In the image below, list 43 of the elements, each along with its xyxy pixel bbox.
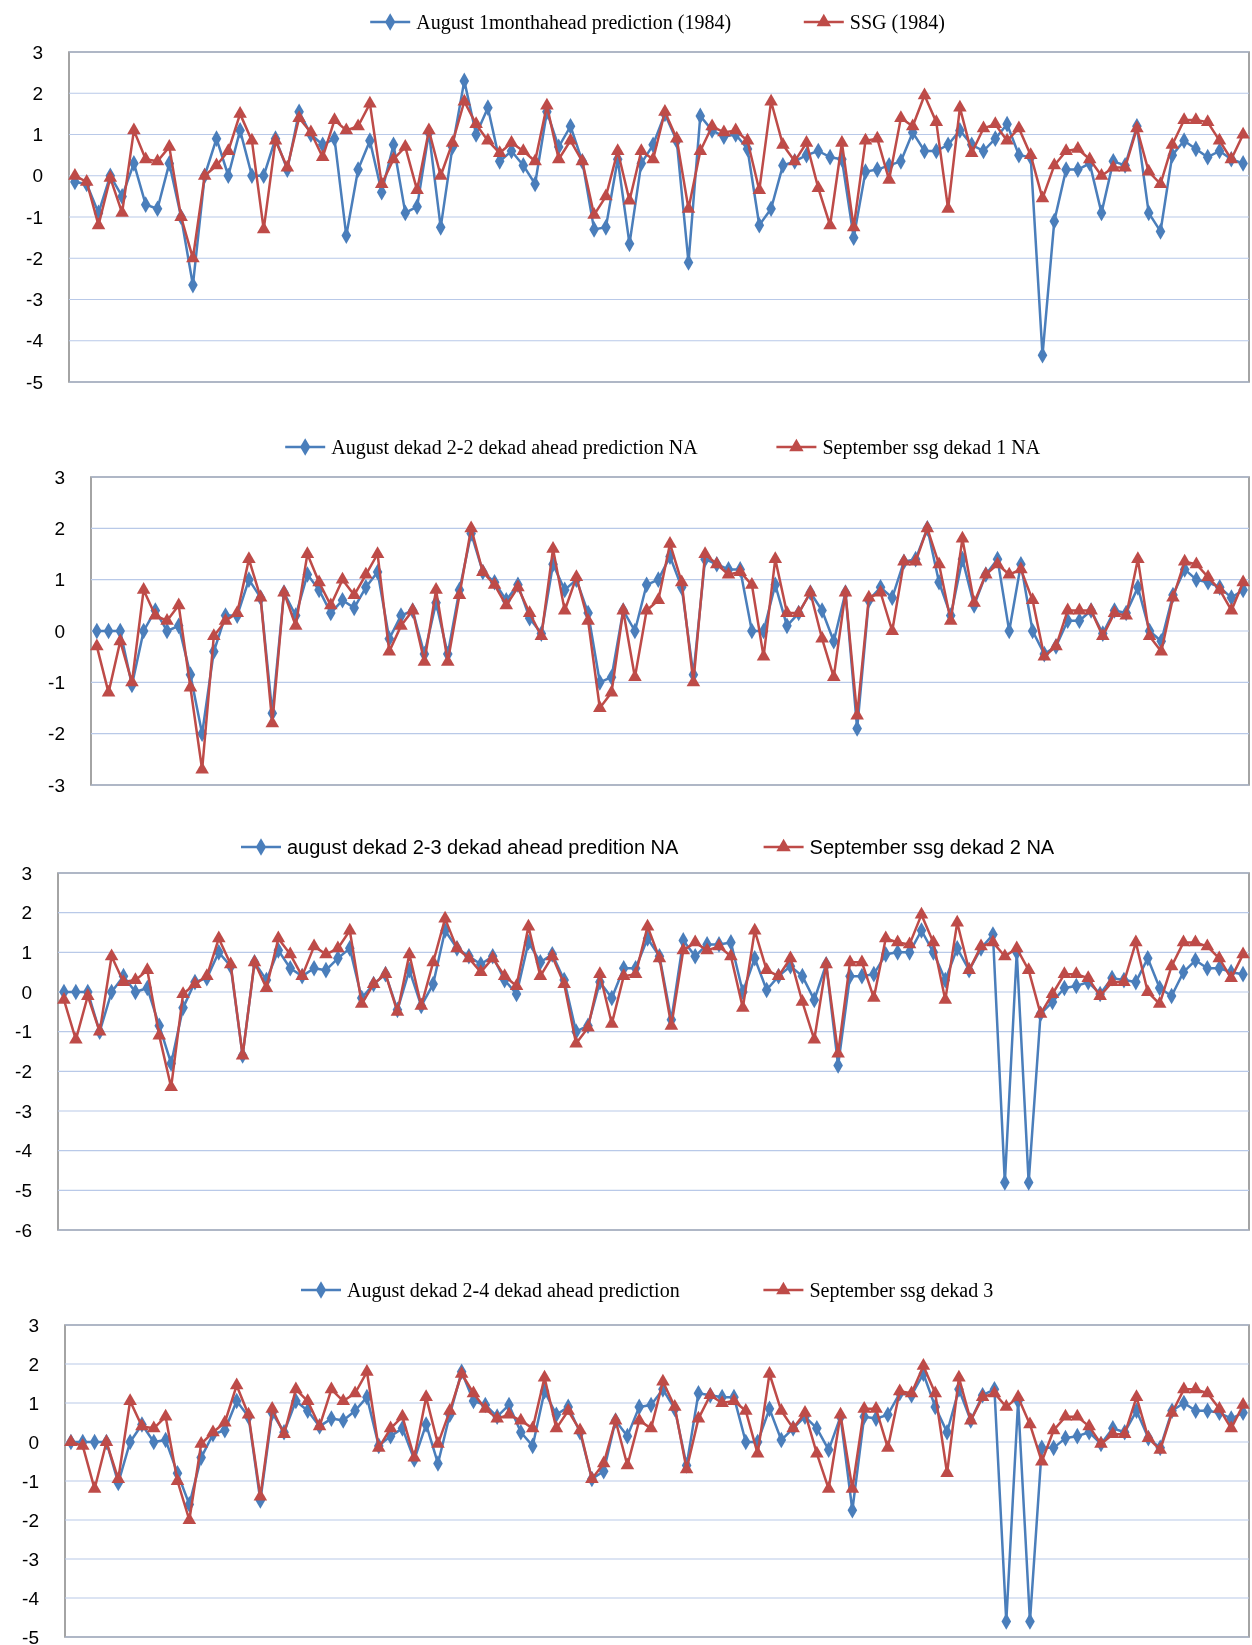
y-tick-label: -4 bbox=[15, 1140, 33, 1162]
y-tick-label: 2 bbox=[32, 82, 43, 104]
y-tick-label: -5 bbox=[26, 371, 43, 393]
y-tick-label: 1 bbox=[28, 1392, 39, 1414]
y-tick-label: -1 bbox=[48, 671, 65, 693]
y-tick-label: -5 bbox=[22, 1626, 39, 1645]
y-tick-label: 1 bbox=[32, 124, 43, 146]
y-tick-label: 1 bbox=[21, 941, 32, 963]
y-tick-label: -3 bbox=[26, 289, 43, 311]
y-tick-label: -3 bbox=[48, 774, 65, 796]
y-tick-label: -1 bbox=[26, 206, 43, 228]
y-tick-label: -4 bbox=[26, 330, 44, 352]
y-tick-label: -3 bbox=[15, 1100, 32, 1122]
y-tick-label: -6 bbox=[15, 1219, 32, 1241]
y-tick-label: 3 bbox=[32, 41, 43, 63]
y-tick-label: -2 bbox=[22, 1509, 39, 1531]
y-tick-label: 3 bbox=[21, 862, 32, 884]
y-tick-label: -3 bbox=[22, 1548, 39, 1570]
y-tick-label: 0 bbox=[32, 165, 43, 187]
y-tick-label: 0 bbox=[54, 620, 65, 642]
y-tick-label: -1 bbox=[22, 1470, 39, 1492]
y-tick-label: 3 bbox=[54, 466, 65, 488]
legend-label: august dekad 2-3 dekad ahead predition NA bbox=[287, 836, 680, 858]
legend-label: SSG (1984) bbox=[849, 11, 945, 34]
y-tick-label: -2 bbox=[26, 247, 43, 269]
legend-label: September ssg dekad 3 bbox=[809, 1279, 994, 1302]
y-tick-label: 0 bbox=[21, 981, 32, 1003]
y-tick-label: 3 bbox=[28, 1314, 39, 1336]
legend-label: September ssg dekad 2 NA bbox=[809, 836, 1055, 858]
y-tick-label: -4 bbox=[22, 1587, 40, 1609]
y-tick-label: 2 bbox=[21, 902, 32, 924]
legend-label: August dekad 2-2 dekad ahead prediction NA bbox=[331, 436, 699, 459]
legend-label: August 1monthahead prediction (1984) bbox=[416, 11, 732, 34]
y-tick-label: 1 bbox=[54, 569, 65, 591]
y-tick-label: -2 bbox=[15, 1060, 32, 1082]
y-tick-label: -5 bbox=[15, 1179, 32, 1201]
legend-label: August dekad 2-4 dekad ahead prediction bbox=[347, 1279, 680, 1302]
y-tick-label: -1 bbox=[15, 1021, 32, 1043]
y-tick-label: -2 bbox=[48, 723, 65, 745]
y-tick-label: 0 bbox=[28, 1431, 39, 1453]
legend-label: September ssg dekad 1 NA bbox=[822, 436, 1041, 459]
y-tick-label: 2 bbox=[54, 517, 65, 539]
y-tick-label: 2 bbox=[28, 1353, 39, 1375]
